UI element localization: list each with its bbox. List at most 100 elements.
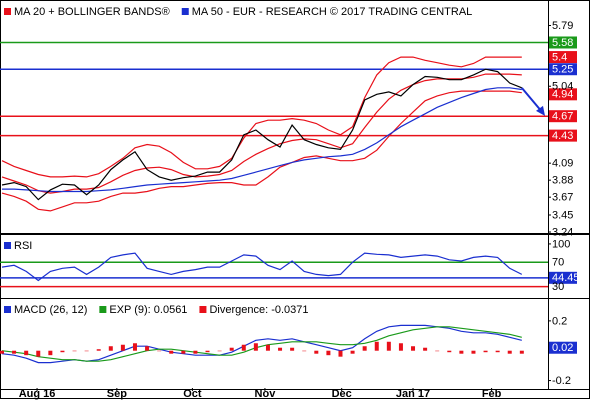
bar <box>459 350 464 354</box>
bar <box>145 346 150 351</box>
bar <box>386 341 391 351</box>
level-label: 4.94 <box>552 89 573 101</box>
bar <box>265 344 270 351</box>
bar <box>181 350 186 354</box>
bar <box>483 350 488 353</box>
legend-swatch <box>181 8 189 15</box>
bar <box>72 350 77 352</box>
legend-label: MACD (26, 12) <box>14 304 87 316</box>
bar <box>314 350 319 354</box>
level-label: 0.02 <box>552 342 573 354</box>
bar <box>120 344 125 351</box>
panel-frame <box>0 0 590 234</box>
bar <box>157 350 162 352</box>
forecast-arrowhead <box>536 105 545 116</box>
panel-frame <box>0 234 590 299</box>
x-tick-label: Sep <box>107 388 127 400</box>
legend-swatch <box>4 306 11 313</box>
series-line <box>1 90 522 212</box>
y-tick-label: 5.79 <box>552 20 573 32</box>
bar <box>519 350 524 354</box>
bar <box>495 350 500 353</box>
level-box <box>549 129 577 142</box>
bar <box>290 347 295 351</box>
series-line <box>1 73 522 194</box>
x-tick-label: Aug 16 <box>19 388 56 400</box>
bar <box>108 346 113 351</box>
legend-label: RSI <box>14 240 32 252</box>
legend-label: EXP (9): 0.0561 <box>109 304 187 316</box>
legend-label: Divergence: -0.0371 <box>209 304 308 316</box>
series-line <box>1 68 523 201</box>
level-box <box>549 341 577 354</box>
y-tick-label: 100 <box>552 238 570 250</box>
x-tick-label: Jan 17 <box>396 388 430 400</box>
legend-swatch <box>99 306 107 313</box>
bar <box>350 350 355 354</box>
level-label: 5.25 <box>552 64 573 76</box>
bar <box>338 350 343 357</box>
bar <box>278 347 283 351</box>
bar <box>302 350 307 352</box>
level-label: 5.58 <box>552 37 573 49</box>
y-tick-label: 0.2 <box>552 315 567 327</box>
forecast-arrow <box>521 87 543 113</box>
y-tick-label: 3.45 <box>552 209 573 221</box>
legend-swatch <box>4 242 11 249</box>
y-tick-label: 4.09 <box>552 158 573 170</box>
y-tick-label: 3.67 <box>552 192 573 204</box>
bar <box>374 341 379 351</box>
series-line <box>1 56 522 178</box>
bar <box>411 346 416 351</box>
bar <box>423 347 428 351</box>
bar <box>48 350 53 356</box>
x-tick-label: Feb <box>482 388 502 400</box>
series-line <box>1 252 523 282</box>
level-box <box>549 110 577 123</box>
legend-swatch <box>199 306 207 313</box>
y-tick-label: 3.88 <box>552 175 573 187</box>
level-box <box>549 36 577 49</box>
y-tick-label: 5.04 <box>552 81 573 93</box>
level-label: 4.67 <box>552 111 573 123</box>
level-box <box>549 51 577 64</box>
bar <box>435 350 440 352</box>
bar <box>326 350 331 356</box>
bar <box>96 349 101 351</box>
bar <box>217 350 222 352</box>
level-box <box>549 88 577 101</box>
bar <box>471 350 476 354</box>
bar <box>507 350 512 354</box>
bar <box>362 346 367 351</box>
x-tick-label: Dec <box>332 388 352 400</box>
bar <box>12 350 17 354</box>
legend-swatch <box>4 8 11 15</box>
x-tick-label: Oct <box>183 388 202 400</box>
series-line <box>2 87 522 193</box>
y-tick-label: 3.24 <box>552 226 573 238</box>
level-box <box>549 271 577 284</box>
x-tick-label: Nov <box>255 388 277 400</box>
level-label: 5.4 <box>552 51 567 63</box>
bar <box>0 350 4 354</box>
bar <box>205 350 210 353</box>
series-line <box>1 324 522 364</box>
bar <box>24 350 29 356</box>
bar <box>84 350 89 352</box>
level-label: 30 <box>552 281 564 293</box>
level-label: 4.43 <box>552 130 573 142</box>
bar <box>241 344 246 351</box>
bar <box>253 343 258 351</box>
level-label: 44.45 <box>552 272 580 284</box>
y-tick-label: -0.2 <box>552 375 571 387</box>
bar <box>169 350 174 354</box>
bar <box>229 347 234 351</box>
bar <box>36 350 41 357</box>
bar <box>447 350 452 353</box>
legend-label: MA 20 + BOLLINGER BANDS® <box>14 6 170 18</box>
level-label: 70 <box>552 257 564 269</box>
bar <box>60 350 65 353</box>
level-box <box>549 63 577 76</box>
